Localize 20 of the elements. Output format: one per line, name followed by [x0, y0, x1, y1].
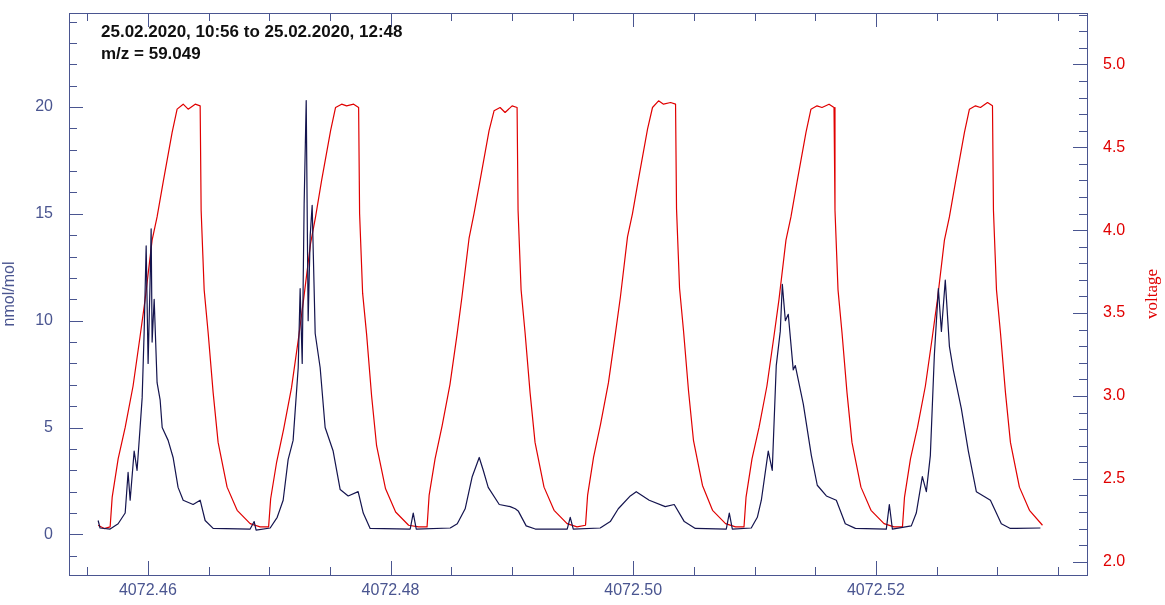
y-tick-label: 5 — [44, 417, 54, 435]
x-tick-label: 4072.50 — [604, 581, 663, 599]
y-tick-label: 20 — [35, 97, 54, 115]
y2-tick-label: 3.0 — [1103, 386, 1126, 404]
x-tick-label: 4072.46 — [118, 581, 177, 599]
y2-tick-label: 4.5 — [1103, 137, 1126, 155]
y-tick-label: 10 — [35, 311, 54, 329]
y2-tick-label: 5.0 — [1103, 54, 1126, 72]
y-tick-label: 0 — [44, 524, 54, 542]
y-axis-title: nmol/mol — [0, 261, 18, 327]
y-tick-label: 15 — [35, 204, 54, 222]
y2-axis-title: voltage — [1142, 268, 1162, 320]
y2-tick-label: 2.0 — [1103, 552, 1126, 570]
annotation: m/z = 59.049 — [101, 44, 201, 63]
x-tick-label: 4072.52 — [846, 581, 905, 599]
x-tick-label: 4072.48 — [361, 581, 420, 599]
y2-tick-label: 4.0 — [1103, 220, 1126, 238]
annotation: 25.02.2020, 10:56 to 25.02.2020, 12:48 — [101, 22, 403, 41]
y2-tick-label: 2.5 — [1103, 469, 1126, 487]
y2-tick-label: 3.5 — [1103, 303, 1126, 321]
